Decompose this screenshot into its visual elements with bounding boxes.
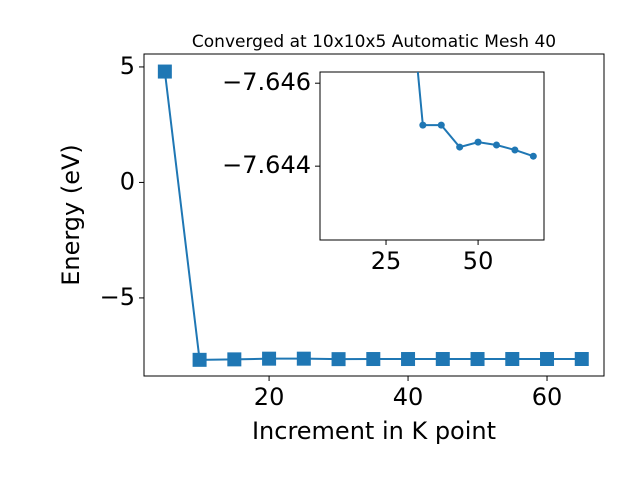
x-tick-label: 20 [254,383,285,411]
marker [437,121,445,129]
marker [574,351,589,366]
x-axis-label: Increment in K point [252,417,496,445]
plot-area [319,71,545,241]
marker [492,141,500,149]
x-tick-label: 50 [463,247,494,275]
marker [435,351,450,366]
marker [540,351,555,366]
x-tick-label: 60 [532,383,563,411]
y-tick-label: 5 [120,52,135,80]
marker [401,352,416,367]
marker [474,138,482,146]
x-tick-label: 25 [371,247,402,275]
plot-clip [416,72,537,160]
y-tick-label: 0 [120,167,135,195]
marker [505,351,520,366]
marker [366,352,381,367]
marker [227,352,242,367]
marker [262,351,277,366]
chart-title: Converged at 10x10x5 Automatic Mesh 40 [192,32,556,52]
marker [157,64,172,79]
marker [529,152,537,160]
marker [470,352,485,367]
marker [511,146,519,154]
marker [419,121,427,129]
marker [296,351,311,366]
y-tick-label: −7.644 [222,151,311,179]
marker [331,352,346,367]
plot-clip [157,64,589,367]
y-axis-label: Energy (eV) [57,144,85,286]
marker [192,352,207,367]
x-tick-label: 40 [393,383,424,411]
marker [456,143,464,151]
y-tick-label: −5 [100,283,135,311]
y-tick-label: −7.646 [222,68,311,96]
